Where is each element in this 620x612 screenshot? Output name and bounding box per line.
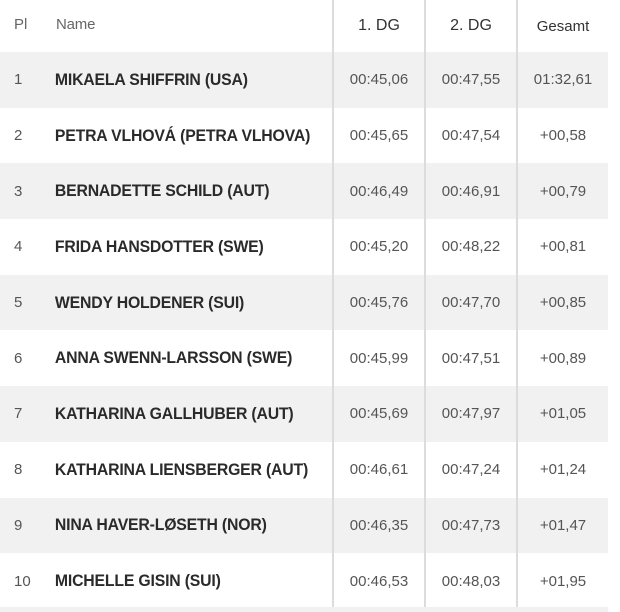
name-cell: PETRA VLHOVÁ (PETRA VLHOVA) — [54, 125, 311, 145]
total-cell: +01,05 — [516, 386, 608, 442]
header-run-2: 2. DG — [424, 0, 516, 52]
name-cell: BERNADETTE SCHILD (AUT) — [54, 181, 270, 201]
header-total: Gesamt — [516, 0, 608, 52]
total-cell: +00,79 — [516, 163, 608, 220]
run-2-cell: 00:47,54 — [424, 107, 516, 164]
place-cell: 1 — [14, 71, 23, 89]
run-1-cell: 00:45,65 — [332, 107, 424, 164]
run-2-cell: 00:48,22 — [424, 219, 516, 275]
run-2-cell: 00:47,70 — [424, 274, 516, 331]
run-2-cell: 00:47,51 — [424, 330, 516, 387]
header-run-1: 1. DG — [332, 0, 424, 52]
name-cell: MIKAELA SHIFFRIN (USA) — [54, 69, 248, 89]
place-cell: 8 — [14, 461, 23, 479]
name-cell: WENDY HOLDENER (SUI) — [54, 292, 245, 312]
run-2-cell: 00:46,91 — [424, 163, 516, 220]
total-cell: +00,58 — [516, 107, 608, 164]
total-cell: +00,85 — [516, 274, 608, 331]
run-1-cell: 00:45,76 — [332, 274, 424, 331]
place-cell: 10 — [14, 572, 31, 590]
table-row: 5 WENDY HOLDENER (SUI) 00:45,76 00:47,70… — [0, 274, 608, 331]
place-cell: 9 — [14, 516, 23, 534]
header-place: Pl — [14, 16, 28, 33]
table-row: 6 ANNA SWENN-LARSSON (SWE) 00:45,99 00:4… — [0, 330, 608, 387]
table-row: 8 KATHARINA LIENSBERGER (AUT) 00:46,61 0… — [0, 441, 608, 498]
name-cell: NINA HAVER-LØSETH (NOR) — [54, 515, 267, 535]
run-1-cell: 00:46,35 — [332, 497, 424, 554]
results-table: Pl Name 1. DG 2. DG Gesamt 1 MIKAELA SHI… — [0, 0, 608, 609]
run-2-cell: 00:47,55 — [424, 52, 516, 108]
run-1-cell: 00:46,61 — [332, 441, 424, 498]
table-header: Pl Name 1. DG 2. DG Gesamt — [0, 0, 608, 52]
table-row: 1 MIKAELA SHIFFRIN (USA) 00:45,06 00:47,… — [0, 52, 608, 108]
run-1-cell: 00:45,69 — [332, 386, 424, 442]
table-row: 2 PETRA VLHOVÁ (PETRA VLHOVA) 00:45,65 0… — [0, 107, 608, 164]
run-1-cell: 00:45,06 — [332, 52, 424, 108]
place-cell: 5 — [14, 294, 23, 312]
total-cell: +00,89 — [516, 330, 608, 387]
place-cell: 4 — [14, 238, 23, 256]
total-cell: +01,24 — [516, 441, 608, 498]
place-cell: 2 — [14, 127, 23, 145]
table-bottom-divider — [0, 607, 608, 612]
name-cell: KATHARINA GALLHUBER (AUT) — [54, 403, 294, 423]
run-2-cell: 00:47,24 — [424, 441, 516, 498]
name-cell: MICHELLE GISIN (SUI) — [54, 571, 221, 591]
table-row: 7 KATHARINA GALLHUBER (AUT) 00:45,69 00:… — [0, 386, 608, 442]
place-cell: 7 — [14, 405, 23, 423]
name-cell: FRIDA HANSDOTTER (SWE) — [54, 236, 264, 256]
run-2-cell: 00:47,73 — [424, 497, 516, 554]
run-2-cell: 00:48,03 — [424, 553, 516, 609]
place-cell: 6 — [14, 349, 23, 367]
table-row: 10 MICHELLE GISIN (SUI) 00:46,53 00:48,0… — [0, 553, 608, 609]
run-1-cell: 00:45,99 — [332, 330, 424, 387]
name-cell: ANNA SWENN-LARSSON (SWE) — [54, 348, 293, 368]
total-cell: 01:32,61 — [516, 52, 608, 108]
table-row: 4 FRIDA HANSDOTTER (SWE) 00:45,20 00:48,… — [0, 219, 608, 275]
run-1-cell: 00:45,20 — [332, 219, 424, 275]
header-name: Name — [56, 16, 96, 33]
total-cell: +01,47 — [516, 497, 608, 554]
run-1-cell: 00:46,49 — [332, 163, 424, 220]
run-2-cell: 00:47,97 — [424, 386, 516, 442]
table-row: 3 BERNADETTE SCHILD (AUT) 00:46,49 00:46… — [0, 163, 608, 220]
place-cell: 3 — [14, 182, 23, 200]
table-row: 9 NINA HAVER-LØSETH (NOR) 00:46,35 00:47… — [0, 497, 608, 554]
total-cell: +01,95 — [516, 553, 608, 609]
name-cell: KATHARINA LIENSBERGER (AUT) — [54, 459, 309, 479]
total-cell: +00,81 — [516, 219, 608, 275]
run-1-cell: 00:46,53 — [332, 553, 424, 609]
